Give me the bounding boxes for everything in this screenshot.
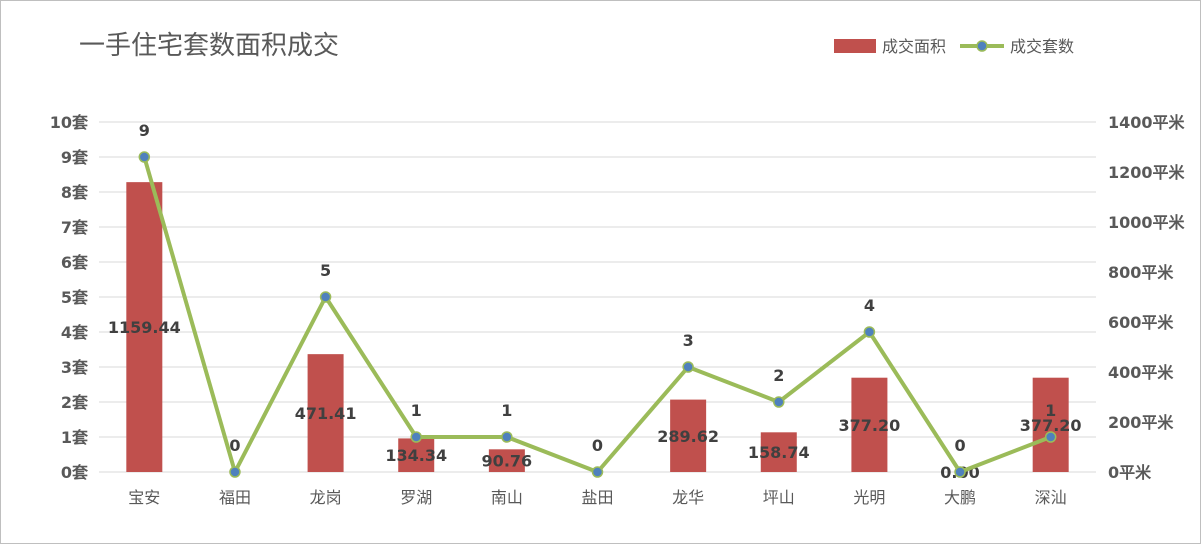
line-data-labels: 9 0 5 1 1 0 3 2 4 0 1 [139, 121, 1057, 455]
line-point [410, 431, 422, 443]
legend-bar-swatch [834, 39, 876, 53]
line-data-label: 0 [229, 436, 240, 455]
line-point [954, 466, 966, 478]
bar [1032, 377, 1069, 472]
line-point [591, 466, 604, 478]
bar [851, 377, 888, 472]
bar-data-label: 158.74 [748, 443, 810, 462]
right-axis-tick-label: 1000平米 [1108, 213, 1186, 232]
category-label: 宝安 [128, 488, 160, 507]
right-axis-tick-label: 200平米 [1108, 413, 1174, 432]
legend-line-marker [976, 40, 988, 52]
right-axis-tick-label: 0平米 [1108, 463, 1152, 482]
left-axis-tick-label: 2套 [61, 393, 89, 412]
category-axis: 宝安 福田 龙岗 罗湖 南山 盐田 龙华 坪山 光明 大鹏 深汕 [128, 488, 1066, 507]
bar-data-label: 90.76 [482, 452, 533, 471]
line-data-label: 4 [864, 296, 875, 315]
line-data-label: 0 [954, 436, 965, 455]
left-axis: 0套 1套 2套 3套 4套 5套 6套 7套 8套 9套 10套 [50, 113, 89, 482]
left-axis-tick-label: 5套 [61, 288, 89, 307]
left-axis-tick-label: 10套 [50, 113, 89, 132]
category-label: 龙华 [672, 488, 704, 507]
bar-data-label: 289.62 [657, 427, 719, 446]
bar [670, 399, 707, 472]
right-axis-tick-label: 600平米 [1108, 313, 1174, 332]
bar-data-label: 471.41 [295, 404, 357, 423]
category-label: 盐田 [581, 488, 613, 507]
bar [760, 432, 797, 472]
right-axis-tick-label: 800平米 [1108, 263, 1174, 282]
left-axis-tick-label: 3套 [61, 358, 89, 377]
line-data-label: 1 [411, 401, 422, 420]
line-point [319, 291, 332, 303]
left-axis-tick-label: 6套 [61, 253, 89, 272]
left-axis-tick-label: 0套 [61, 463, 89, 482]
line-data-label: 5 [320, 261, 331, 280]
line-point [682, 361, 694, 373]
bar-data-label: 1159.44 [108, 318, 181, 337]
line-data-label: 0 [592, 436, 603, 455]
category-label: 福田 [219, 488, 251, 507]
category-label: 罗湖 [400, 488, 432, 507]
left-axis-tick-label: 1套 [61, 428, 89, 447]
line-data-label: 1 [501, 401, 512, 420]
bar-data-label: 134.34 [385, 446, 447, 465]
legend-bar-label: 成交面积 [882, 37, 946, 56]
right-axis-tick-label: 1400平米 [1108, 113, 1186, 132]
bar [488, 449, 525, 472]
bar [398, 438, 435, 472]
line-series [138, 151, 1057, 478]
bar [126, 182, 163, 472]
left-axis-tick-label: 9套 [61, 148, 89, 167]
left-axis-tick-label: 7套 [61, 218, 89, 237]
right-axis-tick-label: 1200平米 [1108, 163, 1186, 182]
category-label: 坪山 [763, 488, 795, 507]
line-point [229, 466, 241, 478]
line-point [863, 326, 876, 338]
line-point [773, 396, 785, 408]
line-path [142, 155, 1053, 474]
legend: 成交面积 成交套数 [834, 37, 1074, 56]
line-data-label: 1 [1045, 401, 1056, 420]
category-label: 光明 [853, 488, 885, 507]
chart-title: 一手住宅套数面积成交 [79, 31, 339, 61]
bar-data-label: 377.20 [839, 416, 901, 435]
legend-line-label: 成交套数 [1010, 37, 1074, 56]
gridlines [99, 121, 1096, 473]
line-point [1044, 431, 1057, 443]
right-axis-tick-label: 400平米 [1108, 363, 1174, 382]
left-axis-tick-label: 8套 [61, 183, 89, 202]
line-data-label: 9 [139, 121, 150, 140]
bar-series [126, 182, 1069, 472]
bar [307, 354, 344, 472]
category-label: 龙岗 [310, 488, 342, 507]
category-label: 大鹏 [944, 488, 976, 507]
line-point [501, 431, 513, 443]
category-label: 深汕 [1035, 488, 1067, 507]
bar-data-labels: 1159.44 471.41 134.34 90.76 289.62 158.74 377.… [108, 318, 1082, 482]
right-axis: 0平米 200平米 400平米 600平米 800平米 1000平米 1200平米 1400平… [1108, 113, 1186, 482]
line-point [138, 151, 151, 163]
bar-data-label: 377.20 [1020, 416, 1082, 435]
line-data-label: 3 [683, 331, 694, 350]
left-axis-tick-label: 4套 [61, 323, 89, 342]
line-data-label: 2 [773, 366, 784, 385]
category-label: 南山 [491, 488, 523, 507]
